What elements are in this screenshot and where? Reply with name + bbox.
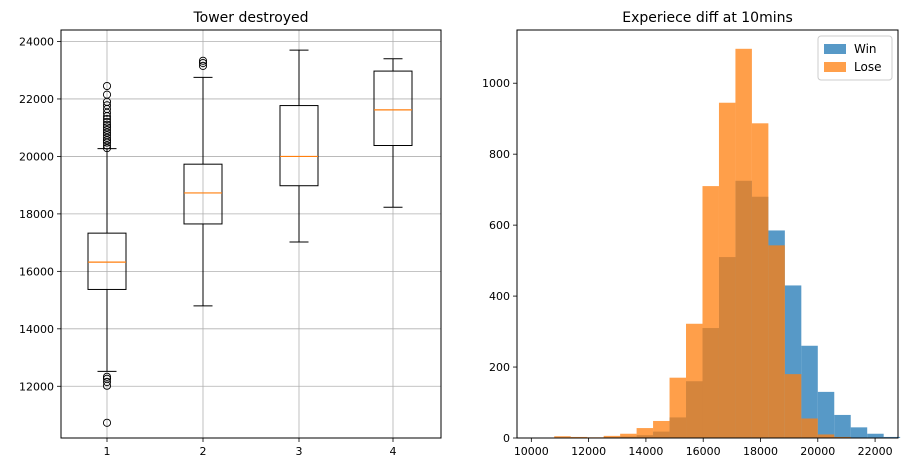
histogram-bar-lose <box>636 428 654 438</box>
histogram-bar-lose <box>801 418 818 438</box>
boxplot-x-tick-label: 1 <box>104 445 111 458</box>
legend-label-win: Win <box>854 42 877 56</box>
box-outlier <box>102 136 112 145</box>
boxplot-y-tick-label: 18000 <box>19 208 54 221</box>
box-iqr <box>183 163 223 225</box>
histogram-bar-win <box>834 414 851 438</box>
histogram-x-tick-label: 10000 <box>514 445 549 458</box>
histogram-x-tick-label: 14000 <box>628 445 663 458</box>
histogram-x-tick-label: 16000 <box>686 445 721 458</box>
boxplot-x-tick-label: 3 <box>296 445 303 458</box>
histogram-legend: Win Lose <box>817 35 893 81</box>
histogram-series-lose <box>554 48 868 439</box>
box-outlier <box>102 115 112 124</box>
box-outlier <box>102 120 112 129</box>
box-outlier <box>198 56 208 65</box>
box-outlier <box>102 81 112 91</box>
box-4 <box>373 58 413 208</box>
boxplot-y-tick-label: 22000 <box>19 93 54 106</box>
histogram-bar-lose <box>554 436 571 438</box>
histogram-y-tick-label: 200 <box>489 361 510 374</box>
box-outlier <box>102 377 112 387</box>
boxplot-y-tick-label: 14000 <box>19 323 54 336</box>
boxplot-y-tick-label: 16000 <box>19 265 54 278</box>
histogram-bar-lose <box>768 245 785 438</box>
histogram-bar-win <box>850 427 868 438</box>
box-outlier <box>102 374 112 383</box>
histogram-bar-lose <box>620 433 637 438</box>
box-outlier <box>102 372 112 381</box>
histogram-bars <box>554 48 901 439</box>
box-1 <box>87 81 127 427</box>
histogram-y-tick-label: 400 <box>489 290 510 303</box>
boxplot-axes-frame <box>60 29 442 439</box>
histogram-y-tick-label: 0 <box>503 432 510 445</box>
histogram-x-tick-label: 18000 <box>743 445 778 458</box>
legend-swatch-lose <box>824 62 846 72</box>
box-3 <box>279 49 319 243</box>
histogram-bar-lose <box>702 186 719 438</box>
histogram-bar-win <box>801 345 818 438</box>
histogram-axes-frame <box>516 29 899 439</box>
histogram-bar-lose <box>784 374 802 438</box>
histogram-bar-win <box>883 436 901 438</box>
histogram-y-tick-label: 800 <box>489 148 510 161</box>
histogram-bar-lose <box>603 435 621 438</box>
histogram-bar-lose <box>817 434 835 438</box>
box-outlier <box>102 123 112 132</box>
histogram-x-tick-label: 12000 <box>571 445 606 458</box>
histogram-ticks: 0 200 400 600 800 1000 10000 12000 14000 16000 180… <box>482 77 893 458</box>
box-outlier <box>198 58 208 68</box>
legend-label-lose: Lose <box>854 60 881 74</box>
histogram-y-tick-label: 1000 <box>482 77 510 90</box>
boxplot-y-tick-label: 12000 <box>19 380 54 393</box>
boxplot-y-tick-label: 20000 <box>19 150 54 163</box>
histogram-x-tick-label: 20000 <box>800 445 835 458</box>
boxplot-title: Tower destroyed <box>192 10 308 26</box>
box-outlier <box>102 418 112 427</box>
box-outlier <box>102 90 112 99</box>
box-outlier <box>102 125 112 135</box>
histogram-bar-lose <box>686 323 703 438</box>
legend-swatch-win <box>824 44 846 54</box>
box-2 <box>183 56 223 307</box>
histogram-bar-lose <box>570 436 588 438</box>
box-outlier <box>102 144 112 153</box>
box-iqr <box>279 105 319 187</box>
histogram-panel: 0 200 400 600 800 1000 10000 12000 14000 16000 180… <box>482 10 901 458</box>
histogram-bar-win <box>817 391 835 438</box>
box-outlier <box>102 128 112 137</box>
box-iqr <box>373 70 413 147</box>
histogram-bar-lose <box>735 48 752 439</box>
boxplot-y-tick-label: 24000 <box>19 35 54 48</box>
histogram-bar-lose <box>653 420 670 438</box>
histogram-bar-win <box>867 433 884 438</box>
boxplot-marks <box>87 49 413 427</box>
box-iqr <box>87 232 127 290</box>
histogram-bar-lose <box>751 123 769 438</box>
box-outlier <box>102 131 112 140</box>
boxplot-x-tick-label: 2 <box>200 445 207 458</box>
histogram-bar-lose <box>834 436 851 438</box>
box-outlier <box>102 101 112 110</box>
histogram-bar-lose <box>718 102 736 438</box>
box-outlier <box>102 141 112 150</box>
box-outlier <box>102 117 112 126</box>
boxplot-x-tick-label: 4 <box>390 445 397 458</box>
boxplot-ticks: 12000 14000 16000 18000 20000 22000 24000 1 2 3 4 <box>19 35 397 458</box>
histogram-y-tick-label: 600 <box>489 219 510 232</box>
histogram-bar-lose <box>669 377 687 438</box>
histogram-x-tick-label: 22000 <box>858 445 893 458</box>
box-outlier <box>102 133 112 142</box>
box-outlier <box>198 61 208 70</box>
histogram-title: Experiece diff at 10mins <box>622 10 793 26</box>
